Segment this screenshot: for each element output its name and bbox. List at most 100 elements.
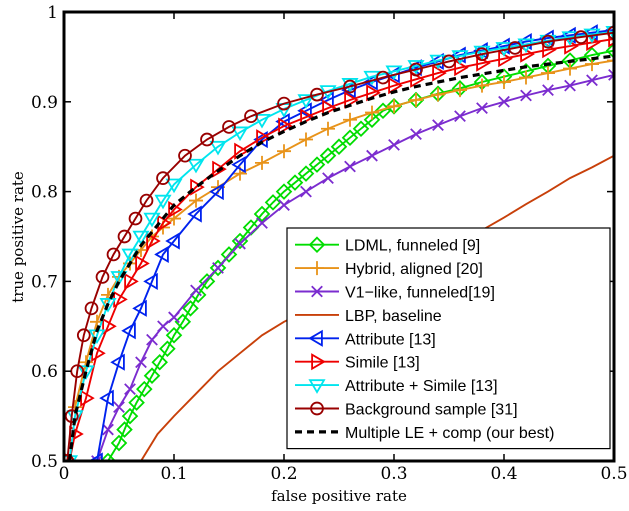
data-point [498, 50, 513, 68]
data-point [308, 156, 326, 173]
legend-label: LDML, funneled [9] [345, 238, 480, 255]
legend-label: Simile [13] [345, 355, 420, 372]
data-point [363, 70, 381, 86]
data-point [165, 232, 180, 250]
data-point [106, 247, 121, 262]
x-tick-label: 0.2 [270, 464, 297, 484]
data-point [475, 47, 489, 62]
data-point [128, 394, 145, 411]
data-point [286, 174, 304, 191]
data-point [278, 199, 290, 211]
data-point [99, 298, 117, 313]
legend-marker [311, 353, 326, 371]
data-point [165, 327, 183, 344]
data-point [116, 421, 133, 438]
data-point [143, 367, 161, 384]
data-point [277, 144, 291, 159]
data-point [322, 99, 337, 117]
data-point [574, 30, 588, 44]
data-point [156, 171, 170, 185]
data-point [432, 119, 444, 132]
data-point [429, 54, 447, 70]
legend-marker [310, 261, 324, 276]
data-point [124, 383, 136, 396]
legend-entry: LDML, funneled [9] [295, 236, 480, 255]
series-line [68, 37, 614, 461]
y-tick-label: 0.9 [31, 93, 58, 113]
data-point [146, 333, 158, 346]
series-line [96, 73, 614, 461]
legend-marker [308, 329, 323, 347]
data-point [76, 328, 91, 343]
data-point [255, 155, 269, 170]
data-point [84, 301, 99, 316]
series-line [96, 29, 614, 461]
data-point [70, 364, 85, 379]
series-8 [64, 25, 614, 461]
data-point [231, 156, 246, 174]
data-point [352, 120, 370, 138]
data-point [344, 160, 356, 173]
series-layer [64, 24, 614, 461]
data-point [99, 452, 117, 461]
data-point [476, 102, 488, 114]
x-tick-label: 0 [59, 464, 70, 484]
data-point [343, 79, 357, 94]
data-point [473, 45, 491, 61]
legend-entry: Background sample [31] [295, 402, 518, 419]
data-point [508, 41, 522, 55]
data-point [431, 87, 445, 102]
data-point [409, 93, 423, 108]
data-point [542, 84, 554, 97]
data-point [366, 149, 378, 162]
data-point [330, 138, 348, 155]
y-tick-label: 0.7 [31, 272, 58, 292]
data-point [135, 254, 150, 273]
x-axis-label: false positive rate [271, 487, 407, 505]
series-1 [99, 42, 614, 461]
data-point [343, 112, 357, 127]
data-point [157, 320, 169, 333]
legend-entry: LBP, baseline [295, 308, 442, 325]
data-point [605, 42, 614, 59]
data-point [451, 50, 469, 65]
data-point [264, 194, 282, 211]
data-point [253, 205, 271, 223]
data-point [586, 74, 598, 87]
data-point [407, 60, 425, 75]
data-point [300, 185, 312, 198]
legend-label: Multiple LE + comp (our best) [345, 425, 554, 442]
data-point [519, 70, 533, 85]
data-point [442, 54, 456, 69]
y-axis-label: true positive rate [9, 171, 27, 303]
data-point [319, 147, 337, 164]
data-point [80, 389, 95, 407]
data-point [200, 132, 214, 147]
series-3 [91, 68, 614, 461]
legend-entry: Multiple LE + comp (our best) [295, 425, 554, 442]
data-point [212, 262, 224, 274]
data-point [363, 73, 378, 91]
data-point [189, 193, 203, 208]
data-point [121, 322, 136, 340]
data-point [234, 237, 246, 250]
data-point [541, 66, 555, 81]
x-tick-label: 0.1 [160, 464, 187, 484]
data-point [300, 108, 315, 126]
x-tick-label: 0.5 [600, 464, 627, 484]
data-point [159, 340, 176, 358]
data-point [322, 172, 334, 185]
data-point [110, 353, 125, 371]
data-point [135, 356, 147, 369]
data-point [608, 30, 614, 48]
data-point [102, 423, 114, 436]
data-point [497, 75, 511, 90]
data-point [132, 230, 150, 246]
data-point [432, 64, 447, 82]
data-point [95, 270, 110, 284]
y-tick-label: 0.8 [31, 183, 58, 203]
legend-label: Background sample [31] [345, 402, 518, 419]
data-point [121, 407, 139, 425]
data-point [564, 79, 576, 92]
y-tick-label: 0.5 [31, 452, 58, 472]
